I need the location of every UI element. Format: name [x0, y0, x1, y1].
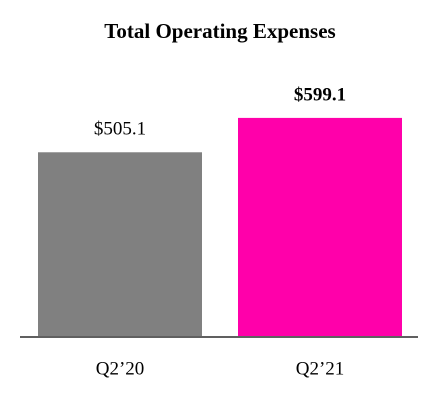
bar	[38, 152, 202, 337]
value-label: $505.1	[94, 119, 146, 140]
value-label: $599.1	[294, 84, 346, 105]
bar	[238, 117, 402, 337]
x-tick-label: Q2’21	[296, 358, 345, 379]
chart-title: Total Operating Expenses	[104, 19, 335, 43]
x-tick-label: Q2’20	[96, 358, 145, 379]
